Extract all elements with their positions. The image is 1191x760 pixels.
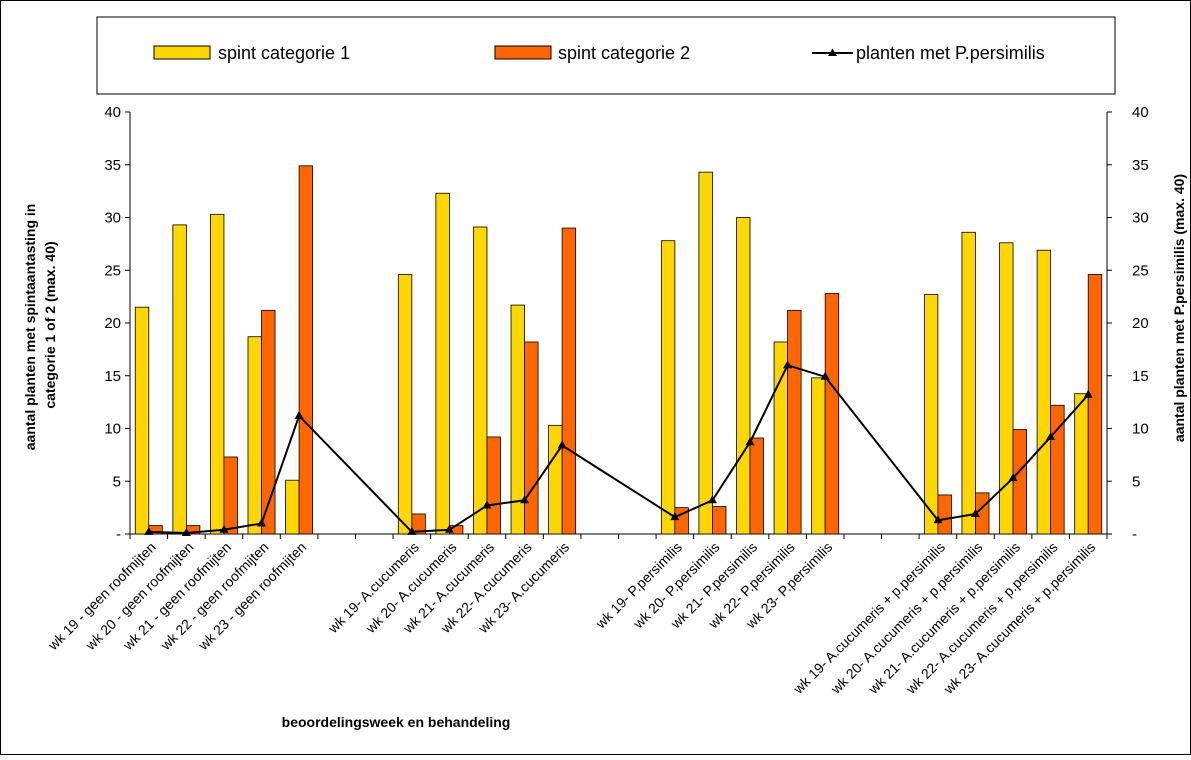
y-axis-right-title: aantal planten met P.persimilis (max. 40… xyxy=(1171,174,1187,442)
bar-spint-cat1 xyxy=(397,274,413,535)
bar-spint-cat1 xyxy=(961,231,976,535)
bar-spint-cat2 xyxy=(787,309,802,535)
y-tick-label-right: 35 xyxy=(1132,157,1149,174)
bar-spint-cat2 xyxy=(1050,404,1065,535)
y-tick-label-right: 5 xyxy=(1132,473,1140,490)
bar-spint-cat2 xyxy=(1087,274,1103,535)
point-planten-persimilis xyxy=(181,527,191,536)
bar-spint-cat1 xyxy=(736,217,751,535)
point-planten-persimilis xyxy=(1008,473,1018,482)
bar-spint-cat1 xyxy=(134,306,150,535)
legend-label-cat1: spint categorie 1 xyxy=(218,43,350,63)
bar-spint-cat2 xyxy=(486,436,501,535)
bar-spint-cat2 xyxy=(712,506,727,535)
y-tick-label-right: 30 xyxy=(1132,210,1149,227)
bar-spint-cat1 xyxy=(1074,393,1089,535)
x-axis-title: beoordelingsweek en behandeling xyxy=(282,714,511,730)
y-tick-label-left: - xyxy=(116,526,121,543)
point-planten-persimilis xyxy=(444,524,454,533)
bar-spint-cat1 xyxy=(698,171,713,535)
legend-label-persimilis: planten met P.persimilis xyxy=(856,43,1045,63)
y-tick-label-right: 40 xyxy=(1132,104,1149,121)
bar-spint-cat1 xyxy=(210,213,225,535)
bar-spint-cat2 xyxy=(298,165,314,535)
bar-spint-cat1 xyxy=(660,240,676,535)
bar-spint-cat1 xyxy=(473,226,488,535)
point-planten-persimilis xyxy=(745,437,755,446)
y-tick-label-left: 35 xyxy=(104,157,121,174)
y-tick-label-left: 30 xyxy=(104,210,121,227)
y-tick-label-right: 20 xyxy=(1132,315,1149,332)
point-planten-persimilis xyxy=(144,526,154,535)
legend-swatch-cat2 xyxy=(494,45,552,60)
legend-box xyxy=(96,16,1116,95)
point-planten-persimilis xyxy=(970,508,980,517)
bar-spint-cat2 xyxy=(824,293,840,535)
bar-spint-cat2 xyxy=(524,341,539,535)
point-planten-persimilis xyxy=(1046,431,1056,440)
bar-spint-cat2 xyxy=(561,227,577,535)
y-tick-label-right: 25 xyxy=(1132,262,1149,279)
bar-spint-cat1 xyxy=(435,192,450,535)
bar-spint-cat1 xyxy=(1036,249,1052,535)
bar-spint-cat1 xyxy=(811,377,826,535)
line-planten-persimilis xyxy=(148,363,1089,534)
point-planten-persimilis xyxy=(557,440,567,449)
bar-spint-cat2 xyxy=(223,456,238,535)
point-planten-persimilis xyxy=(294,410,304,419)
bar-spint-cat2 xyxy=(674,507,689,535)
point-planten-persimilis xyxy=(783,360,793,369)
y-tick-label-left: 10 xyxy=(104,421,121,438)
bar-spint-cat1 xyxy=(999,242,1014,535)
bar-spint-cat2 xyxy=(937,494,952,535)
point-planten-persimilis xyxy=(933,515,943,524)
point-planten-persimilis xyxy=(219,524,229,533)
bar-spint-cat2 xyxy=(411,513,426,535)
point-planten-persimilis xyxy=(520,495,530,504)
legend: spint categorie 1 spint categorie 2 plan… xyxy=(96,16,1116,95)
legend-marker-persimilis xyxy=(828,48,837,56)
y-axis-left-title-line1: aantal planten met spintaantasting in xyxy=(22,204,38,451)
y-tick-label-left: 25 xyxy=(104,262,121,279)
bar-spint-cat1 xyxy=(548,424,563,535)
bar-spint-cat2 xyxy=(1012,429,1027,535)
bar-spint-cat2 xyxy=(749,437,764,535)
y-axis-left-title: aantal planten met spintaantasting in ca… xyxy=(22,200,58,450)
point-planten-persimilis xyxy=(820,371,830,380)
bar-spint-cat1 xyxy=(172,224,187,535)
point-planten-persimilis xyxy=(1083,389,1093,398)
point-planten-persimilis xyxy=(707,495,717,504)
legend-swatch-cat1 xyxy=(153,45,211,60)
y-tick-label-right: 15 xyxy=(1132,368,1149,385)
bar-spint-cat1 xyxy=(285,479,300,535)
legend-label-cat2: spint categorie 2 xyxy=(558,43,690,63)
bar-spint-cat1 xyxy=(247,336,262,535)
y-tick-label-right: 10 xyxy=(1132,421,1149,438)
y-tick-label-left: 40 xyxy=(104,104,121,121)
y-tick-label-left: 20 xyxy=(104,315,121,332)
y-tick-label-right: - xyxy=(1132,526,1137,543)
bar-spint-cat1 xyxy=(923,294,939,535)
y-axis-left-title-line2: categorie 1 of 2 (max. 40) xyxy=(42,241,58,408)
y-tick-label-left: 15 xyxy=(104,368,121,385)
point-planten-persimilis xyxy=(257,518,267,527)
bar-spint-cat2 xyxy=(261,309,276,535)
point-planten-persimilis xyxy=(482,500,492,509)
point-planten-persimilis xyxy=(670,512,680,521)
point-planten-persimilis xyxy=(407,526,417,535)
y-tick-label-left: 5 xyxy=(113,473,121,490)
